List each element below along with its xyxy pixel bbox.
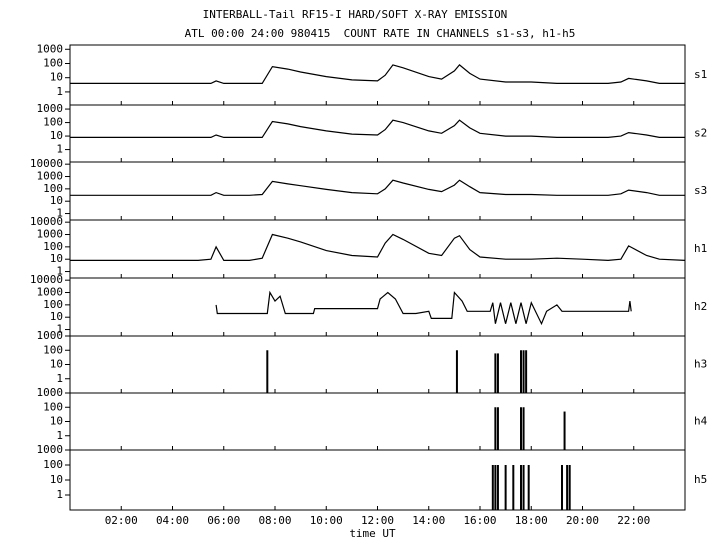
y-tick-label: 1 — [56, 488, 63, 501]
x-tick-label: 06:00 — [207, 514, 240, 527]
data-line — [215, 290, 632, 326]
y-tick-label: 1 — [56, 143, 63, 156]
series-label: h3 — [694, 358, 707, 371]
y-tick-label: 1000 — [37, 102, 64, 115]
data-line — [70, 179, 685, 196]
x-tick-label: 18:00 — [515, 514, 548, 527]
x-tick-label: 20:00 — [566, 514, 599, 527]
y-tick-label: 1000 — [37, 386, 64, 399]
series-label: h4 — [694, 415, 708, 428]
y-tick-label: 1 — [56, 323, 63, 336]
y-tick-label: 100 — [43, 343, 63, 356]
y-tick-label: 10 — [50, 129, 63, 142]
x-tick-label: 16:00 — [463, 514, 496, 527]
y-tick-label: 100 — [43, 298, 63, 311]
y-tick-label: 1 — [56, 207, 63, 220]
y-tick-label: 1000 — [37, 443, 64, 456]
data-line — [70, 64, 685, 84]
series-label: h5 — [694, 473, 707, 486]
y-tick-label: 10 — [50, 71, 63, 84]
y-tick-label: 10000 — [30, 157, 63, 170]
y-tick-label: 1 — [56, 85, 63, 98]
chart-title: INTERBALL-Tail RF15-I HARD/SOFT X-RAY EM… — [203, 8, 508, 21]
y-tick-label: 10 — [50, 252, 63, 265]
x-tick-label: 02:00 — [105, 514, 138, 527]
y-tick-label: 10000 — [30, 273, 63, 286]
y-tick-label: 1000 — [37, 329, 64, 342]
x-tick-label: 04:00 — [156, 514, 189, 527]
y-tick-label: 1000 — [37, 42, 64, 55]
y-tick-label: 100 — [43, 56, 63, 69]
series-label: s2 — [694, 127, 707, 140]
series-label: s1 — [694, 68, 707, 81]
x-tick-label: 22:00 — [617, 514, 650, 527]
y-tick-label: 100 — [43, 182, 63, 195]
y-tick-label: 10000 — [30, 215, 63, 228]
y-tick-label: 10 — [50, 415, 63, 428]
x-tick-label: 08:00 — [258, 514, 291, 527]
y-tick-label: 1000 — [37, 286, 64, 299]
series-label: h2 — [694, 300, 707, 313]
y-tick-label: 1000 — [37, 228, 64, 241]
y-tick-label: 1 — [56, 265, 63, 278]
y-tick-label: 1 — [56, 429, 63, 442]
y-tick-label: 10 — [50, 358, 63, 371]
y-tick-label: 100 — [43, 400, 63, 413]
series-label: s3 — [694, 184, 707, 197]
y-tick-label: 10 — [50, 310, 63, 323]
y-tick-label: 100 — [43, 458, 63, 471]
y-tick-label: 1 — [56, 372, 63, 385]
y-tick-label: 10 — [50, 194, 63, 207]
x-tick-label: 14:00 — [412, 514, 445, 527]
data-line — [70, 233, 686, 262]
y-tick-label: 100 — [43, 116, 63, 129]
x-tick-label: 12:00 — [361, 514, 394, 527]
data-line — [70, 119, 685, 138]
x-axis-label: time UT — [349, 527, 396, 540]
y-tick-label: 10 — [50, 473, 63, 486]
y-tick-label: 100 — [43, 240, 63, 253]
series-label: h1 — [694, 242, 707, 255]
x-tick-label: 10:00 — [310, 514, 343, 527]
chart-subtitle: ATL 00:00 24:00 980415 COUNT RATE IN CHA… — [185, 27, 576, 40]
y-tick-label: 1000 — [37, 170, 64, 183]
